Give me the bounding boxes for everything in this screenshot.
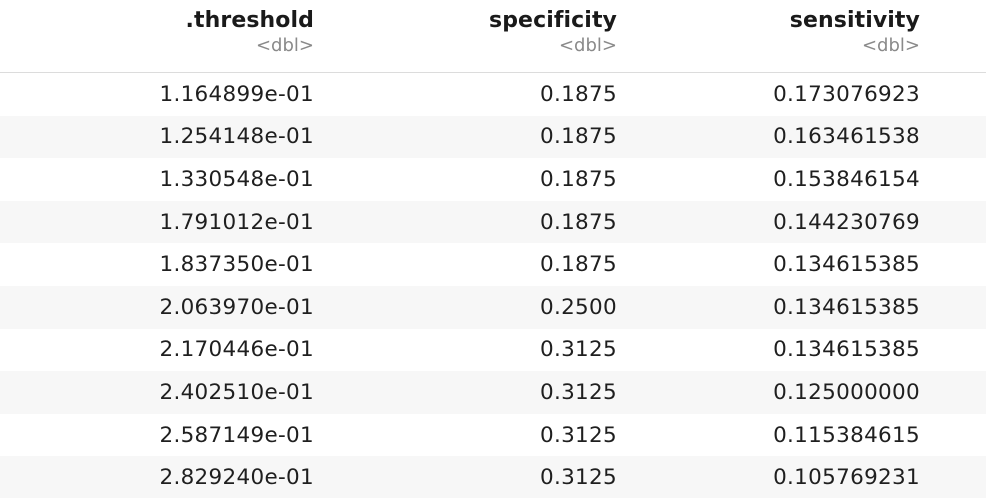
table-header: .threshold <dbl> specificity <dbl> sensi… (0, 0, 986, 73)
cell-sensitivity: 0.134615385 (633, 285, 986, 329)
cell-sensitivity: 0.134615385 (773, 252, 920, 278)
column-header-threshold[interactable]: .threshold <dbl> (0, 0, 330, 73)
table-row: 1.254148e-01 0.1875 0.163461538 (0, 115, 986, 159)
cell-specificity: 0.1875 (330, 115, 633, 159)
cell-threshold: 1.330548e-01 (159, 166, 314, 192)
cell-specificity: 0.3125 (330, 371, 633, 414)
table-row: 2.063970e-01 0.2500 0.134615385 (0, 285, 986, 329)
cell-threshold: 1.837350e-01 (159, 252, 314, 278)
cell-threshold: 2.063970e-01 (0, 285, 330, 329)
table-row: 2.170446e-01 0.3125 0.134615385 (0, 329, 986, 372)
cell-sensitivity: 0.144230769 (633, 200, 986, 244)
table-row: 1.837350e-01 0.1875 0.134615385 (0, 243, 986, 286)
cell-specificity: 0.1875 (330, 200, 633, 244)
table-row: 1.164899e-01 0.1875 0.173076923 (0, 73, 986, 116)
table-row: 1.330548e-01 0.1875 0.153846154 (0, 158, 986, 201)
table-body: 1.164899e-01 0.1875 0.173076923 1.254148… (0, 73, 986, 498)
cell-threshold: 2.402510e-01 (0, 371, 330, 414)
cell-specificity: 0.1875 (539, 81, 617, 107)
cell-sensitivity: 0.105769231 (633, 456, 986, 498)
column-name: specificity (489, 8, 617, 33)
cell-sensitivity: 0.115384615 (773, 422, 920, 448)
column-type: <dbl> (558, 35, 617, 56)
cell-sensitivity: 0.163461538 (633, 115, 986, 159)
cell-threshold: 1.254148e-01 (0, 115, 330, 159)
cell-specificity: 0.3125 (330, 456, 633, 498)
cell-threshold: 2.170446e-01 (159, 337, 314, 363)
cell-threshold: 1.164899e-01 (159, 81, 314, 107)
table-row: 2.829240e-01 0.3125 0.105769231 (0, 456, 986, 498)
cell-sensitivity: 0.125000000 (633, 371, 986, 414)
cell-specificity: 0.3125 (539, 337, 617, 363)
cell-threshold: 2.587149e-01 (159, 422, 314, 448)
column-name: sensitivity (789, 8, 920, 33)
column-header-sensitivity[interactable]: sensitivity <dbl> (633, 0, 986, 73)
cell-specificity: 0.1875 (539, 166, 617, 192)
column-header-specificity[interactable]: specificity <dbl> (330, 0, 633, 73)
cell-specificity: 0.3125 (539, 422, 617, 448)
cell-threshold: 2.829240e-01 (0, 456, 330, 498)
cell-specificity: 0.2500 (330, 285, 633, 329)
column-type: <dbl> (861, 35, 920, 56)
cell-sensitivity: 0.153846154 (773, 166, 920, 192)
cell-sensitivity: 0.173076923 (773, 81, 920, 107)
table-row: 2.402510e-01 0.3125 0.125000000 (0, 371, 986, 414)
column-type: <dbl> (255, 35, 314, 56)
table-row: 2.587149e-01 0.3125 0.115384615 (0, 414, 986, 457)
cell-sensitivity: 0.134615385 (773, 337, 920, 363)
cell-specificity: 0.1875 (539, 252, 617, 278)
table-row: 1.791012e-01 0.1875 0.144230769 (0, 200, 986, 244)
cell-threshold: 1.791012e-01 (0, 200, 330, 244)
header-row: .threshold <dbl> specificity <dbl> sensi… (0, 0, 986, 73)
column-name: .threshold (185, 8, 314, 33)
